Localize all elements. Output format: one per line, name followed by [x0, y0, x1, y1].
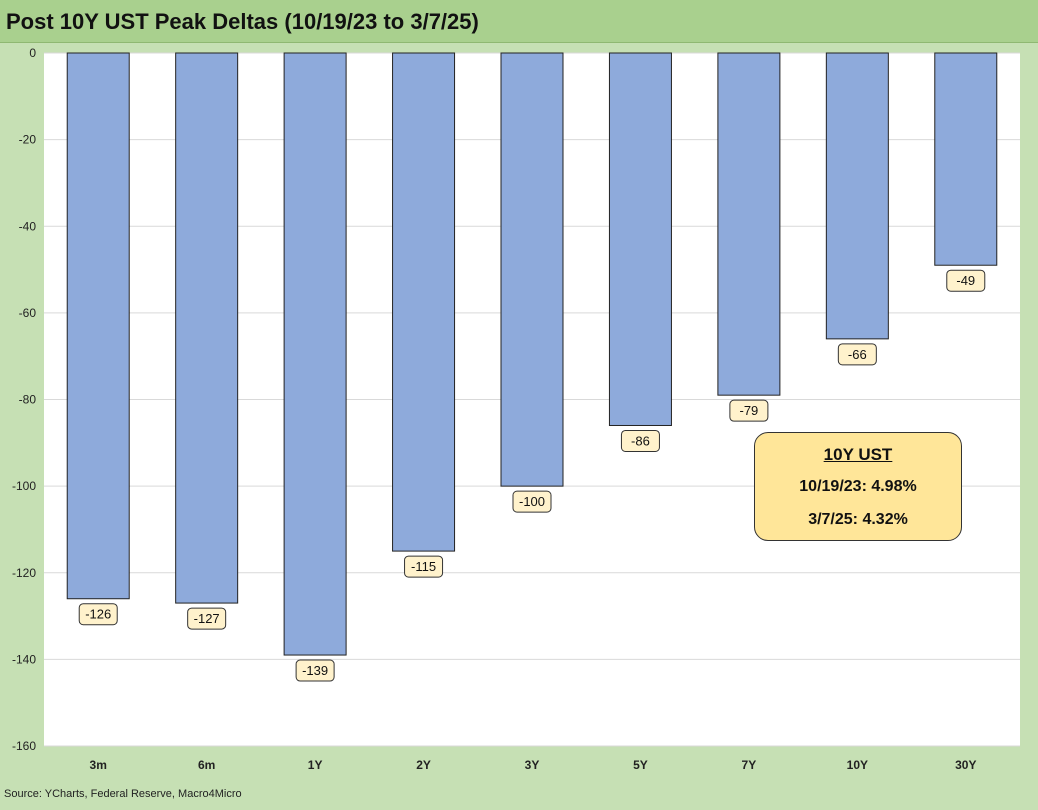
data-label-box [78, 603, 118, 626]
data-label-box [729, 399, 769, 422]
x-tick-label: 30Y [955, 758, 976, 772]
y-tick-label: -140 [12, 652, 36, 666]
x-tick-label: 7Y [742, 758, 757, 772]
data-label-box [946, 269, 986, 292]
y-tick-label: -160 [12, 739, 36, 753]
y-tick-label: -60 [19, 306, 37, 320]
y-tick-label: -80 [19, 393, 37, 407]
info-box-title: 10Y UST [823, 445, 893, 464]
data-label: -126 [85, 607, 111, 622]
data-label: -115 [411, 559, 436, 574]
x-axis-ticks: 3m 6m 1Y 2Y 3Y 5Y 7Y 10Y 30Y [90, 758, 977, 772]
y-axis-ticks: 0 -20 -40 -60 -80 -100 -120 -140 -160 [12, 46, 36, 753]
data-label-box [620, 429, 660, 452]
data-label: -100 [519, 494, 545, 509]
y-tick-label: 0 [29, 46, 36, 60]
bars [66, 52, 998, 656]
data-label: -79 [739, 403, 758, 418]
data-label: -49 [956, 273, 975, 288]
chart-title: Post 10Y UST Peak Deltas (10/19/23 to 3/… [6, 9, 479, 34]
data-label-box [295, 659, 335, 682]
data-label-box [512, 490, 552, 513]
bar-6m [175, 52, 239, 604]
bar-30y [934, 52, 998, 266]
data-labels: -126 -127 -139 -115 -100 -86 -79 -66 -49 [78, 269, 986, 682]
y-tick-label: -100 [12, 479, 36, 493]
x-tick-label: 1Y [308, 758, 323, 772]
x-tick-label: 3Y [525, 758, 540, 772]
data-label: -66 [848, 347, 867, 362]
info-box-start-yield: 10/19/23: 4.98% [799, 478, 917, 495]
data-label: -127 [194, 611, 220, 626]
data-label-box [837, 343, 877, 366]
chart-canvas: 0-20-40-60-80-100-120-140-160 -126 -127-1… [12, 46, 1020, 772]
bar-10y [825, 52, 889, 340]
bar-3m [66, 52, 130, 600]
y-tick-label: -20 [19, 133, 37, 147]
y-tick-label: -120 [12, 566, 36, 580]
x-tick-label: 10Y [847, 758, 868, 772]
source-note: Source: YCharts, Federal Reserve, Macro4… [4, 788, 242, 800]
data-label: -86 [631, 433, 650, 448]
data-label: -139 [302, 663, 328, 678]
bar-3y [500, 52, 564, 487]
bar-1y [283, 52, 347, 656]
y-tick-label: -40 [19, 219, 37, 233]
x-tick-label: 6m [198, 758, 215, 772]
data-label-box [187, 607, 227, 630]
x-tick-label: 3m [90, 758, 107, 772]
bar-2y [392, 52, 456, 552]
x-tick-label: 5Y [633, 758, 648, 772]
bar-7y [717, 52, 781, 396]
title-bar: Post 10Y UST Peak Deltas (10/19/23 to 3/… [0, 0, 1038, 43]
info-box-end-yield: 3/7/25: 4.32% [808, 511, 908, 528]
x-tick-label: 2Y [416, 758, 431, 772]
data-label-box [404, 555, 444, 578]
info-box-10y-ust: 10Y UST 10/19/23: 4.98% 3/7/25: 4.32% [754, 432, 962, 541]
bar-5y [608, 52, 672, 426]
